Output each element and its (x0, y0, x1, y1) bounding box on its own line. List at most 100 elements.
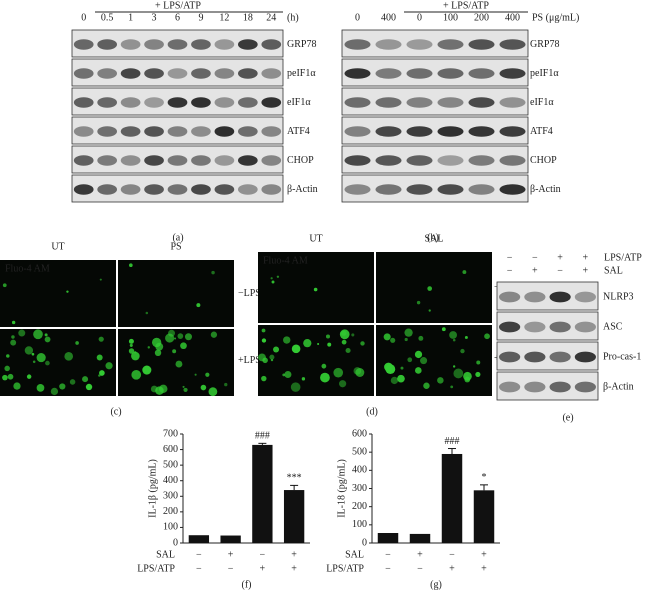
blot-band (406, 155, 433, 166)
cell (18, 329, 26, 337)
blot-band (261, 39, 282, 50)
label: ASC (603, 321, 623, 332)
bar (220, 535, 241, 543)
blot-strip (341, 174, 529, 203)
cell (4, 365, 10, 372)
cell (105, 362, 113, 370)
blot-band (214, 39, 235, 50)
cell (353, 367, 362, 375)
blot-band (437, 126, 464, 137)
blot-band (120, 155, 141, 166)
cell (276, 275, 280, 278)
bar (252, 444, 273, 543)
y-axis-label: IL-18 (pg/mL) (336, 459, 347, 518)
cell (184, 333, 192, 341)
label: 0 (417, 12, 422, 23)
label: GRP78 (287, 39, 316, 50)
cell (345, 347, 351, 354)
cell (333, 367, 344, 378)
cell (7, 373, 14, 380)
cell (13, 382, 21, 390)
label: 300 (163, 491, 178, 502)
label: peIF1α (530, 68, 559, 79)
blot-band (499, 291, 521, 303)
blot-band (144, 97, 164, 108)
blot-band (549, 351, 571, 363)
cell (441, 327, 446, 332)
label: (h) (287, 12, 299, 23)
cell (427, 286, 433, 291)
cell (475, 371, 481, 378)
blot-band (167, 39, 188, 50)
label: Pro-cas-1 (603, 351, 641, 362)
label: SAL (425, 233, 444, 244)
label: LPS/ATP (137, 563, 175, 574)
label: CHOP (287, 155, 314, 166)
label: 600 (352, 428, 367, 439)
cell (177, 333, 184, 339)
label: + (481, 549, 487, 560)
blot-band (468, 68, 495, 79)
cell (437, 377, 444, 384)
blot-band (344, 97, 371, 108)
cell (128, 348, 135, 354)
blot-band (237, 39, 258, 50)
cell (415, 367, 422, 374)
cell (99, 370, 105, 376)
blot-band (574, 291, 596, 303)
label: − (532, 252, 538, 263)
cell (269, 354, 275, 360)
label: (e) (562, 412, 573, 423)
blot-band (499, 321, 521, 333)
cell (453, 368, 464, 379)
blot-band (97, 39, 118, 50)
blot-band (375, 155, 402, 166)
cell (174, 337, 177, 340)
label: + (260, 563, 266, 574)
blot-band (167, 184, 188, 195)
blot-band (344, 184, 371, 195)
blot-band (167, 68, 188, 79)
blot-band (406, 97, 433, 108)
blot-band (191, 97, 211, 108)
label: eIF1α (287, 97, 311, 108)
blot-band (191, 155, 211, 166)
blot-band (191, 184, 211, 195)
cell (397, 374, 405, 383)
label: *** (287, 473, 302, 484)
cell (460, 348, 465, 354)
cell (183, 387, 188, 393)
cell (180, 342, 187, 350)
label: 100 (163, 522, 178, 533)
label: (a) (172, 232, 183, 243)
cell (428, 309, 431, 312)
blot-band (237, 68, 258, 79)
cell (450, 385, 454, 389)
cell (464, 335, 468, 339)
cell (66, 290, 69, 293)
cell (98, 336, 104, 342)
label: SAL (156, 549, 175, 560)
cell (59, 383, 66, 390)
label: ATF4 (287, 126, 310, 137)
blot-band (375, 126, 402, 137)
cell (145, 311, 149, 315)
cell (317, 343, 320, 346)
label: 400 (381, 12, 396, 23)
cell (26, 374, 32, 379)
micrograph (118, 260, 234, 327)
label: SAL (345, 549, 364, 560)
label: + (532, 265, 538, 276)
blot-band (261, 126, 282, 137)
blot-band (167, 155, 188, 166)
cell (194, 373, 197, 376)
label: − (507, 265, 513, 276)
blot-band (549, 321, 571, 333)
cell (383, 333, 391, 341)
blot-band (214, 97, 235, 108)
micrograph (258, 252, 374, 323)
blot-band (524, 351, 546, 363)
bar (409, 533, 431, 543)
cell (262, 357, 268, 364)
